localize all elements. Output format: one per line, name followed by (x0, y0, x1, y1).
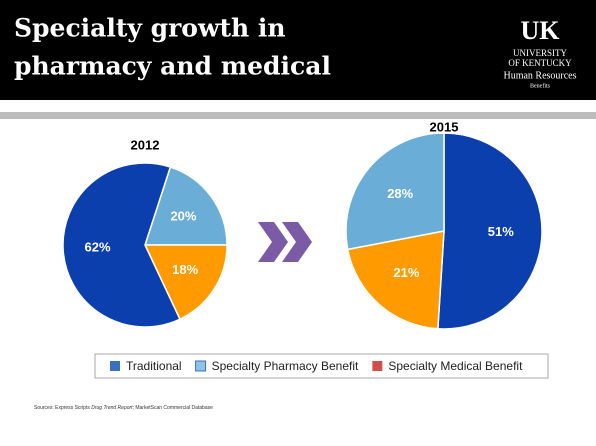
data-label: 18% (172, 262, 198, 277)
logo-text: OF KENTUCKY (508, 58, 572, 68)
pie-title: 2015 (430, 119, 459, 134)
legend-label: Traditional (126, 359, 182, 373)
legend-box (94, 353, 549, 379)
chevron (258, 222, 288, 262)
source-text: ; MarketScan Commercial Database (133, 405, 214, 411)
logo-text: Human Resources (503, 70, 576, 81)
source-text: Sources: Express Scripts (34, 405, 91, 411)
data-label: 62% (85, 239, 111, 254)
data-label: 51% (488, 224, 514, 239)
divider (0, 112, 596, 119)
legend-swatch (372, 361, 383, 371)
pie-title: 2012 (131, 137, 160, 152)
pie-slice (62, 162, 181, 328)
pie-slice (437, 132, 543, 330)
source-text: Drug Trend Report (91, 405, 133, 411)
data-label: 21% (393, 265, 419, 280)
pie-slice (143, 166, 228, 246)
pie-slice (346, 230, 445, 330)
pie-slice (345, 132, 445, 251)
logo-text: UNIVERSITY (513, 48, 567, 58)
data-label: 20% (170, 208, 196, 223)
source-note: Sources: Express Scripts Drug Trend Repo… (34, 405, 213, 411)
logo-mark: UK (521, 16, 561, 45)
header-band (0, 0, 596, 100)
legend-label: Specialty Pharmacy Benefit (212, 359, 359, 373)
legend-label: Specialty Medical Benefit (388, 359, 523, 373)
data-label: 28% (387, 186, 413, 201)
legend-swatch (110, 361, 120, 371)
pie-slice (143, 244, 228, 321)
chevron (282, 222, 312, 262)
legend-swatch (195, 360, 207, 372)
logo-text: Benefits (530, 82, 551, 89)
slide-title: Specialty growth in (14, 14, 286, 43)
slide-title: pharmacy and medical (14, 52, 331, 81)
